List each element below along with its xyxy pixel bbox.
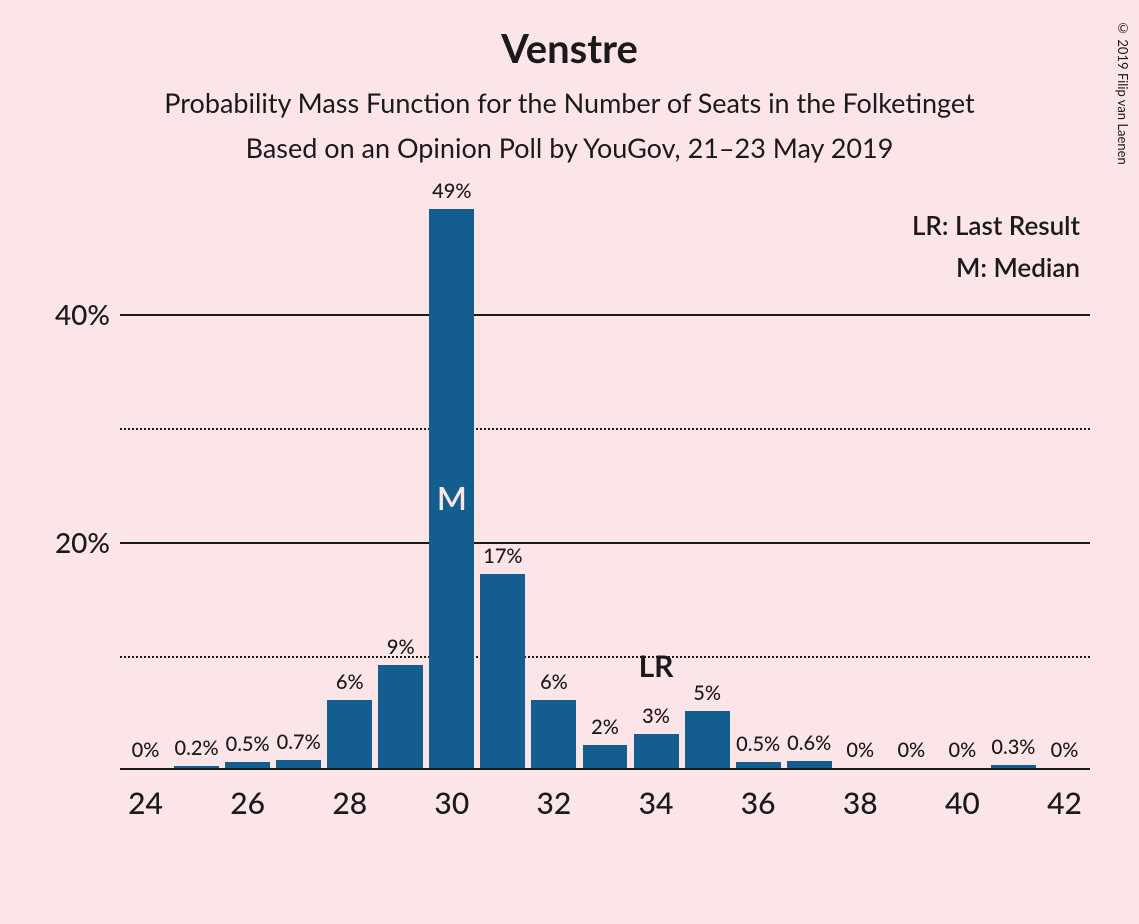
xtick-label: 32 xyxy=(537,785,572,821)
bar-value-label: 0% xyxy=(132,738,160,762)
grid-minor xyxy=(120,656,1090,658)
bar-value-label: 5% xyxy=(693,681,721,705)
chart-subtitle-1: Probability Mass Function for the Number… xyxy=(0,72,1139,119)
bar xyxy=(378,665,423,768)
bar-value-label: 17% xyxy=(483,544,522,568)
bar-value-label: 2% xyxy=(591,715,619,739)
xtick-label: 30 xyxy=(434,785,469,821)
bar xyxy=(531,700,576,768)
ytick-label: 40% xyxy=(55,297,110,331)
bar xyxy=(736,762,781,768)
plot-region: 0%0.2%0.5%0.7%6%9%49%M17%6%2%3%LR5%0.5%0… xyxy=(120,200,1090,770)
bar xyxy=(991,765,1036,768)
median-marker: M xyxy=(437,478,467,517)
bar-value-label: 0.7% xyxy=(277,730,321,754)
lr-marker: LR xyxy=(639,648,674,684)
grid-major xyxy=(120,314,1090,316)
bar-value-label: 0% xyxy=(948,738,976,762)
bar-value-label: 0.6% xyxy=(787,731,831,755)
chart-subtitle-2: Based on an Opinion Poll by YouGov, 21–2… xyxy=(0,119,1139,164)
xtick-label: 28 xyxy=(332,785,367,821)
bar xyxy=(634,734,679,768)
xtick-label: 40 xyxy=(945,785,980,821)
bar-value-label: 0% xyxy=(897,738,925,762)
bar xyxy=(583,745,628,768)
bar xyxy=(174,766,219,768)
bar-value-label: 3% xyxy=(642,704,670,728)
xtick-label: 26 xyxy=(230,785,265,821)
bar-value-label: 0.2% xyxy=(175,736,219,760)
bar-value-label: 6% xyxy=(336,670,364,694)
chart-title: Venstre xyxy=(0,0,1139,72)
bar-value-label: 0% xyxy=(1051,738,1079,762)
bar-value-label: 0% xyxy=(846,738,874,762)
bar xyxy=(276,760,321,768)
ytick-label: 20% xyxy=(55,525,110,559)
bar-value-label: 9% xyxy=(387,635,415,659)
bar xyxy=(787,761,832,768)
bar-value-label: 6% xyxy=(540,670,568,694)
xtick-label: 42 xyxy=(1047,785,1082,821)
xtick-label: 38 xyxy=(843,785,878,821)
xtick-label: 34 xyxy=(639,785,674,821)
bar-value-label: 0.5% xyxy=(226,732,270,756)
bar xyxy=(480,574,525,768)
bar xyxy=(225,762,270,768)
bar-value-label: 0.5% xyxy=(736,732,780,756)
copyright-text: © 2019 Filip van Laenen xyxy=(1115,20,1131,165)
bar xyxy=(685,711,730,768)
bar xyxy=(327,700,372,768)
grid-major xyxy=(120,542,1090,544)
bar-value-label: 0.3% xyxy=(991,735,1035,759)
xtick-label: 24 xyxy=(128,785,163,821)
xtick-label: 36 xyxy=(741,785,776,821)
grid-minor xyxy=(120,428,1090,430)
bar-value-label: 49% xyxy=(432,179,471,203)
chart-area: LR: Last Result M: Median 0%0.2%0.5%0.7%… xyxy=(120,200,1090,770)
